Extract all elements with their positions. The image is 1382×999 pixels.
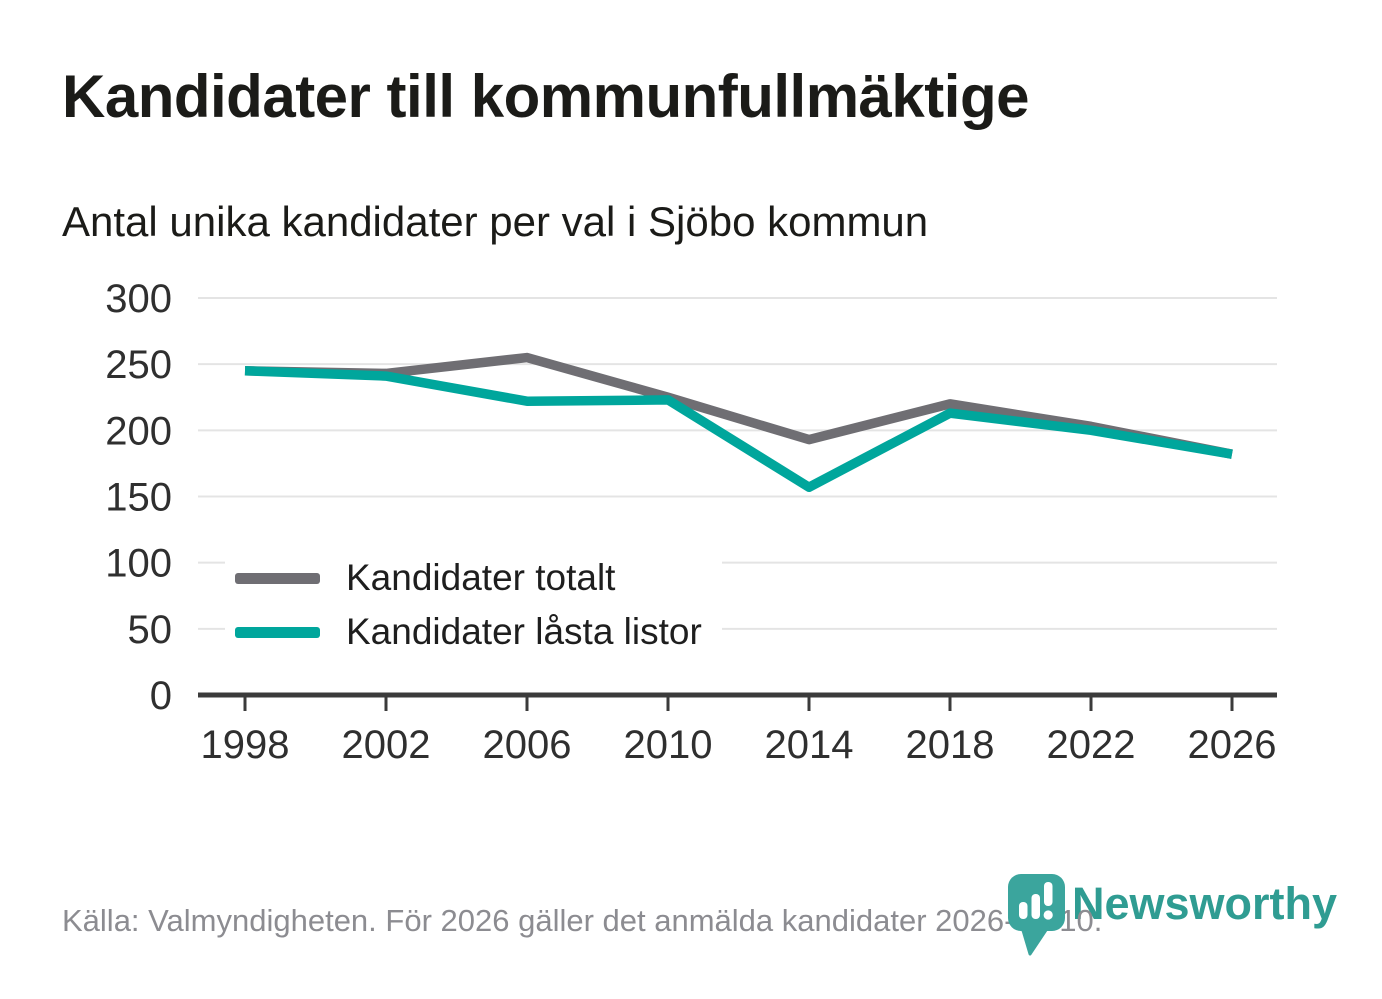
y-tick-label-0: 0 bbox=[150, 674, 172, 718]
series-line-1 bbox=[244, 366, 1233, 492]
y-tick-label-250: 250 bbox=[105, 343, 172, 387]
chart-legend: Kandidater totalt Kandidater låsta listo… bbox=[225, 549, 722, 661]
logo-bar-1 bbox=[1019, 902, 1028, 919]
x-tick-label-2002: 2002 bbox=[342, 723, 431, 767]
newsworthy-wordmark: Newsworthy bbox=[1072, 878, 1338, 929]
logo-exclamation-bar bbox=[1044, 882, 1053, 906]
pin-tail bbox=[1020, 925, 1050, 956]
y-tick-label-50: 50 bbox=[128, 608, 173, 652]
logo-exclamation-dot bbox=[1043, 910, 1053, 920]
chart-title: Kandidater till kommunfullmäktige bbox=[62, 63, 1029, 130]
x-tick-label-2018: 2018 bbox=[906, 723, 995, 767]
legend-label-kandidater-totalt: Kandidater totalt bbox=[346, 557, 616, 598]
x-tick-label-2006: 2006 bbox=[483, 723, 572, 767]
y-tick-label-200: 200 bbox=[105, 409, 172, 453]
legend-swatch-kandidater-totalt bbox=[235, 572, 320, 584]
y-tick-label-150: 150 bbox=[105, 476, 172, 520]
x-tick-label-2026: 2026 bbox=[1188, 723, 1277, 767]
legend-item-kandidater-totalt: Kandidater totalt bbox=[235, 555, 702, 601]
source-note: Källa: Valmyndigheten. För 2026 gäller d… bbox=[62, 903, 1103, 938]
x-tick-label-2022: 2022 bbox=[1047, 723, 1136, 767]
y-tick-label-100: 100 bbox=[105, 542, 172, 586]
chart-subtitle: Antal unika kandidater per val i Sjöbo k… bbox=[62, 198, 929, 245]
x-tick-label-2014: 2014 bbox=[765, 723, 854, 767]
legend-item-kandidater-lasta-listor: Kandidater låsta listor bbox=[235, 609, 702, 655]
newsworthy-pin-icon bbox=[1008, 874, 1065, 956]
x-tick-label-2010: 2010 bbox=[624, 723, 713, 767]
y-tick-label-300: 300 bbox=[105, 277, 172, 321]
legend-label-kandidater-lasta-listor: Kandidater låsta listor bbox=[346, 611, 702, 652]
series-line-0 bbox=[244, 352, 1233, 459]
x-tick-label-1998: 1998 bbox=[201, 723, 290, 767]
legend-swatch-kandidater-lasta-listor bbox=[235, 626, 320, 638]
logo-bar-2 bbox=[1031, 894, 1040, 919]
